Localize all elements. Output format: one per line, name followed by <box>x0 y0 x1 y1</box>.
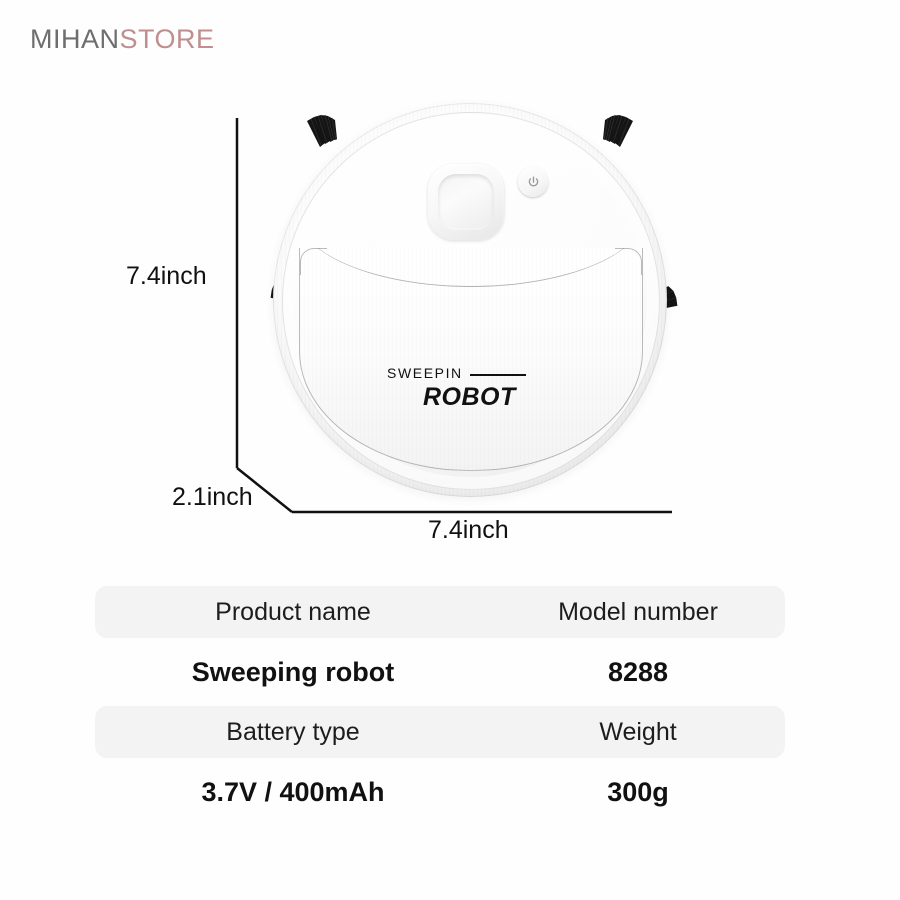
table-header-model-number: Model number <box>558 597 718 626</box>
logo-text-store: STORE <box>119 24 215 54</box>
robot-brand-line2: ROBOT <box>423 383 516 411</box>
table-row-header-1: Product name Model number <box>95 586 785 638</box>
panel-corner-right <box>615 248 642 275</box>
table-header-weight: Weight <box>599 717 677 746</box>
power-icon <box>528 176 538 186</box>
dimension-label-width: 7.4inch <box>428 516 509 544</box>
table-header-battery-type: Battery type <box>226 717 360 746</box>
robot-brand-rule <box>469 374 526 376</box>
table-row-header-2: Battery type Weight <box>95 706 785 758</box>
spec-table: Product name Model number Sweeping robot… <box>95 586 785 826</box>
robot-body: SWEEPIN ROBOT <box>273 103 667 497</box>
robot-vacuum-product: SWEEPIN ROBOT <box>270 103 678 497</box>
panel-corner-left <box>300 248 327 275</box>
panel-top-curve <box>300 248 642 287</box>
table-value-weight: 300g <box>607 776 669 807</box>
robot-brand-line1: SWEEPIN <box>387 365 463 381</box>
table-row-value-2: 3.7V / 400mAh 300g <box>95 758 785 826</box>
store-logo: MIHANSTORE <box>30 24 215 55</box>
table-value-battery-type: 3.7V / 400mAh <box>201 776 385 807</box>
table-value-product-name: Sweeping robot <box>191 656 395 687</box>
side-brush-top-right-icon <box>603 114 633 147</box>
robot-dustbin-panel <box>299 248 643 471</box>
table-value-model-number: 8288 <box>607 656 669 687</box>
sensor-housing <box>428 164 504 240</box>
table-header-product-name: Product name <box>215 597 371 626</box>
side-brush-top-left-icon <box>307 114 337 147</box>
dimension-label-depth: 2.1inch <box>172 483 253 511</box>
table-row-value-1: Sweeping robot 8288 <box>95 638 785 706</box>
robot-brand-mark: SWEEPIN ROBOT <box>387 366 567 410</box>
dimension-label-height: 7.4inch <box>126 262 207 290</box>
logo-text-mihan: MIHAN <box>30 24 120 54</box>
sensor-lens-icon <box>438 174 494 230</box>
power-button[interactable] <box>518 167 548 197</box>
